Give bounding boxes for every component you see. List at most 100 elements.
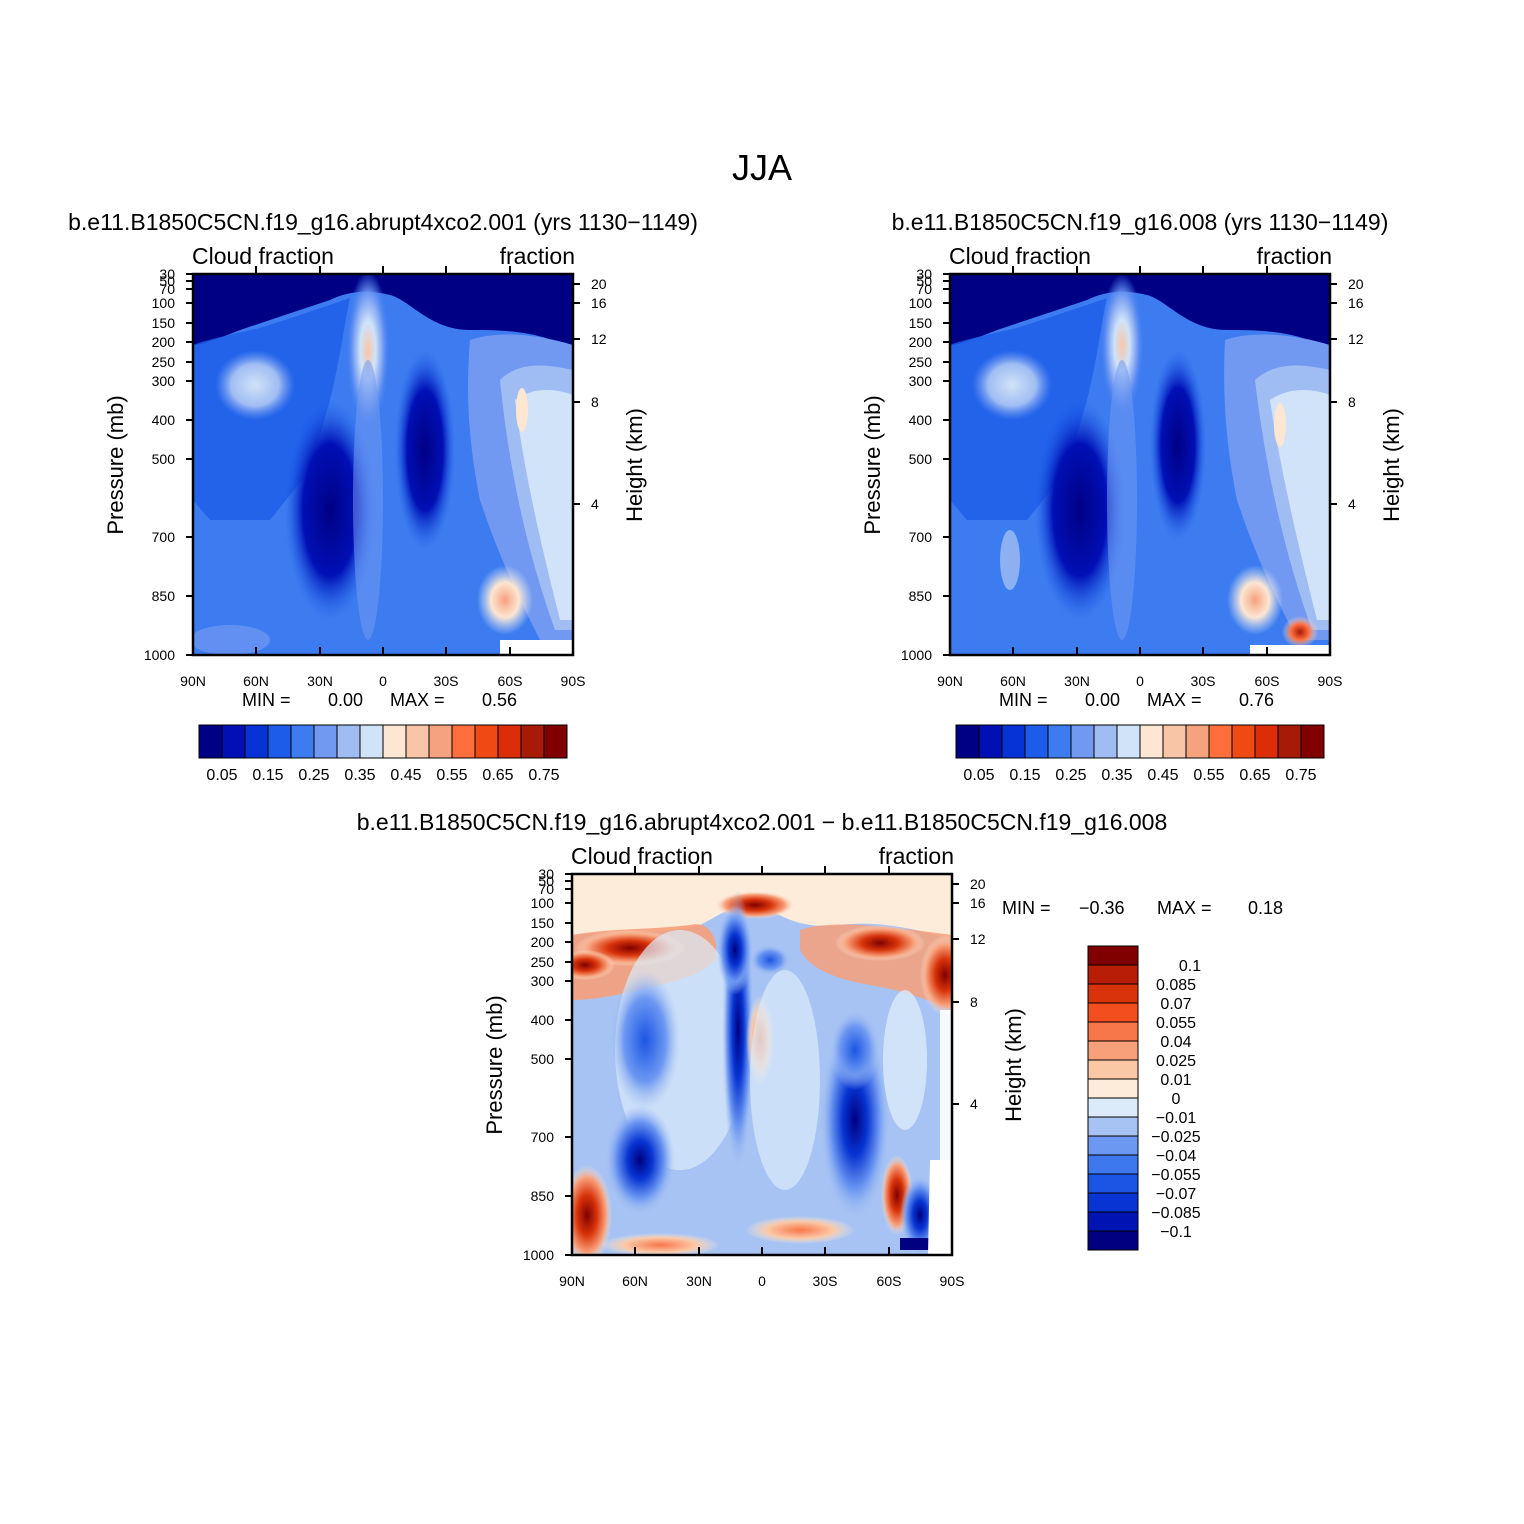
panel-3-ylabel-right: Height (km): [1001, 1008, 1026, 1122]
panel-3-x-axis: 90N 60N 30N 0 30S 60S 90S: [559, 866, 964, 1289]
panel-1-rtick-20: 20: [591, 276, 607, 292]
cb1-swatch-12: [474, 724, 499, 759]
panel-1-rtick-12: 12: [591, 331, 607, 347]
cb3-swatch-14: [1087, 964, 1139, 985]
panel-1-ytick-30: 30: [159, 266, 175, 282]
cb1-swatch-4: [290, 724, 315, 759]
panel-3: b.e11.B1850C5CN.f19_g16.abrupt4xco2.001 …: [357, 809, 1283, 1289]
panel-3-rtick-4: 4: [970, 1096, 978, 1112]
cb2-label-6: 0.65: [1239, 767, 1270, 784]
panel-2-ytick-400: 400: [909, 412, 933, 428]
cb3-swatch-4: [1087, 1154, 1139, 1175]
panel-1-xtick-90s: 90S: [561, 673, 586, 689]
cb3-label-5: 0.025: [1156, 1053, 1196, 1070]
cb2-swatch-5: [1070, 724, 1095, 759]
panel-3-ytick-150: 150: [531, 915, 555, 931]
panel-2: b.e11.B1850C5CN.f19_g16.008 (yrs 1130−11…: [860, 209, 1404, 784]
panel-1-xtick-0: 0: [379, 673, 387, 689]
panel-1-left-axis: 30 50 70 100 150 200 250 300 400 500 700…: [103, 266, 193, 663]
cb2-swatch-1: [978, 724, 1003, 759]
cb2-label-1: 0.15: [1009, 767, 1040, 784]
cb2-swatch-15: [1300, 724, 1325, 759]
panel-3-ytick-50: 50: [538, 873, 554, 889]
cb2-swatch-9: [1162, 724, 1187, 759]
panel-1-ytick-850: 850: [152, 588, 176, 604]
cb2-label-3: 0.35: [1101, 767, 1132, 784]
panel-2-xtick-0: 0: [1136, 673, 1144, 689]
panel-2-stats: MIN = 0.00 MAX = 0.76: [999, 690, 1274, 710]
panel-1: b.e11.B1850C5CN.f19_g16.abrupt4xco2.001 …: [68, 209, 698, 784]
cb3-swatch-2: [1087, 1192, 1139, 1213]
panel-1-field: [193, 274, 573, 655]
panel-2-ytick-50: 50: [916, 273, 932, 289]
panel-1-ytick-50: 50: [159, 273, 175, 289]
cb3-swatch-5: [1087, 1135, 1139, 1156]
cb1-label-0: 0.05: [206, 767, 237, 784]
panel-1-ytick-100: 100: [152, 295, 176, 311]
panel-2-min-label: MIN =: [999, 690, 1048, 710]
panel-3-left-axis: 30 50 70 100 150 200 250 300 400 500 700…: [482, 866, 572, 1263]
cb2-swatch-13: [1254, 724, 1279, 759]
panel-2-xtick-30s: 30S: [1191, 673, 1216, 689]
panel-1-ytick-400: 400: [152, 412, 176, 428]
cb1-swatch-1: [221, 724, 246, 759]
panel-1-ytick-70: 70: [159, 281, 175, 297]
panel-1-min-label: MIN =: [242, 690, 291, 710]
cb3-label-14: −0.1: [1160, 1224, 1192, 1241]
cb3-label-0: 0.1: [1179, 958, 1201, 975]
panel-1-xtick-60n: 60N: [243, 673, 269, 689]
panel-3-xtick-0: 0: [758, 1273, 766, 1289]
panel-3-subtitle: b.e11.B1850C5CN.f19_g16.abrupt4xco2.001 …: [357, 809, 1168, 835]
panel-2-rtick-20: 20: [1348, 276, 1364, 292]
panel-2-colorbar: [955, 724, 1325, 759]
panel-3-ytick-400: 400: [531, 1012, 555, 1028]
cb1-swatch-2: [244, 724, 269, 759]
cb2-swatch-10: [1185, 724, 1210, 759]
cb1-swatch-7: [359, 724, 384, 759]
panel-3-right-axis: 20 16 12 8 4 Height (km): [952, 876, 1026, 1122]
panel-2-ytick-250: 250: [909, 354, 933, 370]
cb2-swatch-7: [1116, 724, 1141, 759]
cb2-swatch-11: [1208, 724, 1233, 759]
panel-1-title-right: fraction: [500, 243, 575, 269]
cb1-swatch-6: [336, 724, 361, 759]
panel-2-title-right: fraction: [1257, 243, 1332, 269]
cb3-label-13: −0.085: [1151, 1205, 1200, 1222]
panel-3-colorbar-labels: 0.1 0.085 0.07 0.055 0.04 0.025 0.01 0 −…: [1151, 958, 1201, 1241]
cb2-label-2: 0.25: [1055, 767, 1086, 784]
cb2-swatch-8: [1139, 724, 1164, 759]
panel-1-right-axis: 20 16 12 8 4 Height (km): [573, 276, 647, 522]
cb1-swatch-14: [520, 724, 545, 759]
panel-3-ytick-100: 100: [531, 895, 555, 911]
cb2-swatch-0: [955, 724, 980, 759]
cb1-swatch-11: [451, 724, 476, 759]
panel-2-ytick-30: 30: [916, 266, 932, 282]
panel-2-ytick-70: 70: [916, 281, 932, 297]
cb2-swatch-2: [1001, 724, 1026, 759]
panel-1-ytick-700: 700: [152, 529, 176, 545]
panel-1-ylabel: Pressure (mb): [103, 395, 128, 534]
panel-3-min-value: −0.36: [1079, 898, 1125, 918]
cb3-swatch-13: [1087, 983, 1139, 1004]
cb3-swatch-1: [1087, 1211, 1139, 1232]
panel-3-xtick-60n: 60N: [622, 1273, 648, 1289]
cb3-label-1: 0.085: [1156, 977, 1196, 994]
panel-3-ytick-1000: 1000: [523, 1247, 554, 1263]
cb1-label-5: 0.55: [436, 767, 467, 784]
panel-1-colorbar-labels: 0.05 0.15 0.25 0.35 0.45 0.55 0.65 0.75: [206, 767, 559, 784]
cb3-swatch-11: [1087, 1021, 1139, 1042]
panel-2-x-axis: 90N 60N 30N 0 30S 60S 90S: [937, 266, 1342, 689]
panel-2-rtick-16: 16: [1348, 295, 1364, 311]
panel-3-min-label: MIN =: [1002, 898, 1051, 918]
panel-3-ytick-30: 30: [538, 866, 554, 882]
cb1-swatch-13: [497, 724, 522, 759]
panel-1-rtick-8: 8: [591, 394, 599, 410]
panel-3-xtick-60s: 60S: [877, 1273, 902, 1289]
panel-3-ytick-850: 850: [531, 1188, 555, 1204]
cb1-swatch-3: [267, 724, 292, 759]
cb3-label-12: −0.07: [1156, 1186, 1197, 1203]
panel-3-ytick-700: 700: [531, 1129, 555, 1145]
panel-2-min-value: 0.00: [1085, 690, 1120, 710]
cb2-swatch-3: [1024, 724, 1049, 759]
panel-3-xtick-90s: 90S: [940, 1273, 965, 1289]
